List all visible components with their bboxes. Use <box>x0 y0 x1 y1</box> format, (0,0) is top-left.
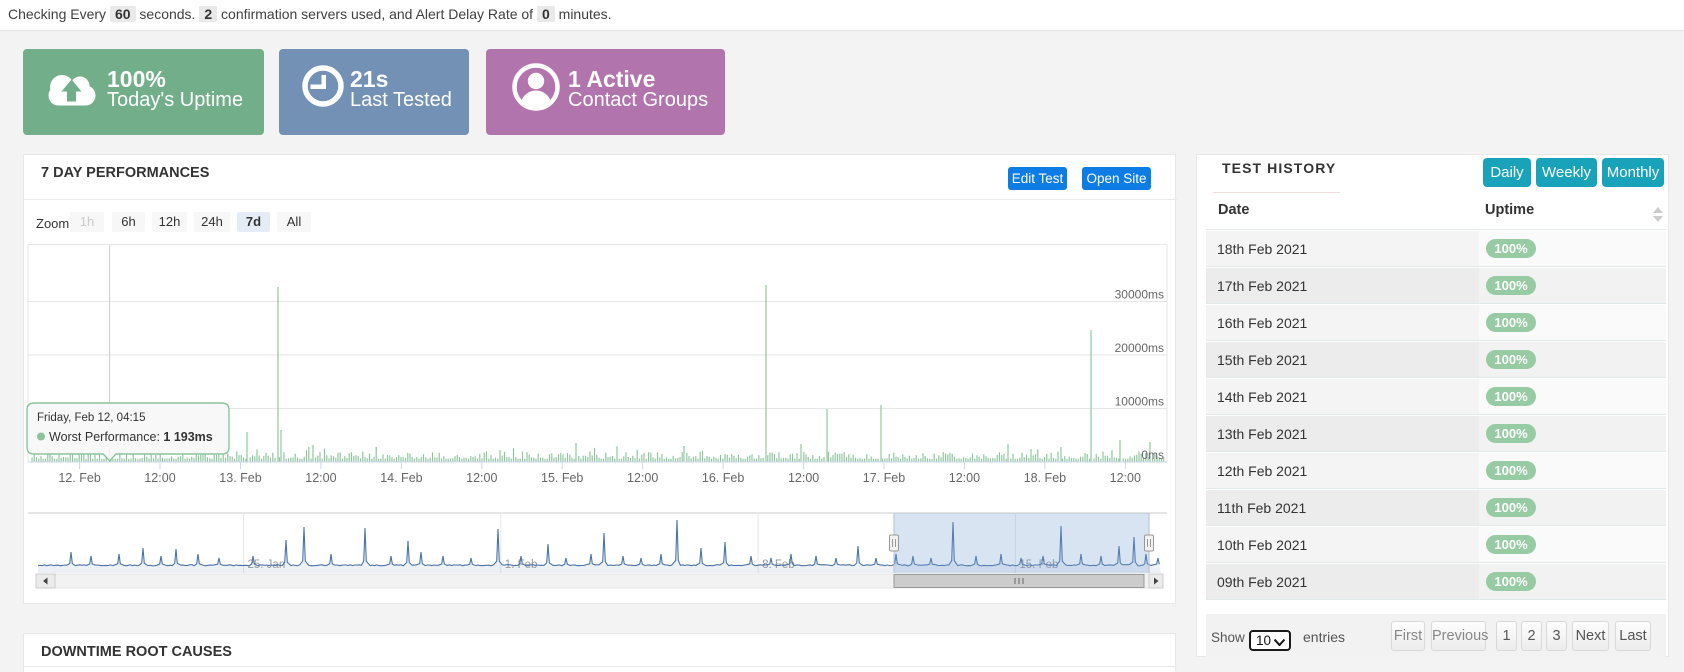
svg-text:15. Feb: 15. Feb <box>541 471 583 485</box>
svg-text:Friday, Feb 12, 04:15: Friday, Feb 12, 04:15 <box>37 412 145 424</box>
svg-text:12:00: 12:00 <box>144 471 175 485</box>
svg-text:1. Feb: 1. Feb <box>505 559 538 571</box>
svg-text:Worst Performance: 1 193ms: Worst Performance: 1 193ms <box>49 430 213 444</box>
svg-text:18. Feb: 18. Feb <box>1024 471 1066 485</box>
svg-text:12:00: 12:00 <box>949 471 980 485</box>
svg-text:12:00: 12:00 <box>466 471 497 485</box>
svg-text:30000ms: 30000ms <box>1115 288 1164 302</box>
svg-text:17. Feb: 17. Feb <box>863 471 905 485</box>
svg-text:20000ms: 20000ms <box>1115 341 1164 355</box>
svg-text:12. Feb: 12. Feb <box>58 471 100 485</box>
svg-text:14. Feb: 14. Feb <box>380 471 422 485</box>
svg-text:12:00: 12:00 <box>788 471 819 485</box>
svg-text:10000ms: 10000ms <box>1115 395 1164 409</box>
svg-text:12:00: 12:00 <box>627 471 658 485</box>
svg-text:12:00: 12:00 <box>1110 471 1141 485</box>
svg-text:0ms: 0ms <box>1141 448 1164 462</box>
svg-text:16. Feb: 16. Feb <box>702 471 744 485</box>
svg-text:13. Feb: 13. Feb <box>219 471 261 485</box>
svg-text:12:00: 12:00 <box>305 471 336 485</box>
